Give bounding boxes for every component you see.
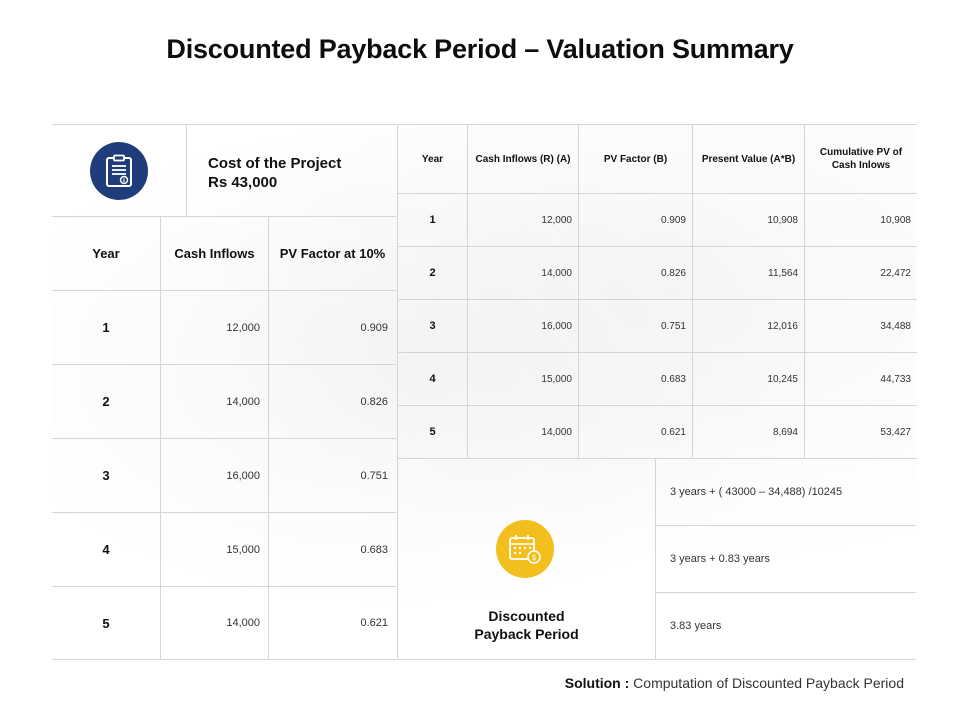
factor-cell: 0.621 — [579, 406, 693, 458]
right-header-year: Year — [398, 125, 468, 193]
cumulative-pv-cell: 10,908 — [880, 214, 911, 226]
cumulative-pv-cell: 22,472 — [880, 267, 911, 279]
left-table-header: Year Cash Inflows PV Factor at 10% — [52, 217, 396, 291]
table-row: 4 15,000 0.683 10,245 44,733 — [398, 353, 917, 406]
factor-cell: 0.751 — [579, 300, 693, 352]
calculation-step-2: 3 years + 0.83 years — [656, 526, 916, 593]
factor-cell: 0.621 — [360, 617, 388, 629]
year-cell: 5 — [398, 406, 468, 458]
year-cell: 5 — [52, 587, 161, 659]
clipboard-dollar-icon: $ — [90, 142, 148, 200]
calendar-dollar-icon: $ — [496, 520, 554, 578]
inflow-cell: 12,000 — [161, 291, 269, 364]
calculation-step-1: 3 years + ( 43000 – 34,488) /10245 — [656, 459, 916, 526]
right-header-present-value: Present Value (A*B) — [693, 125, 805, 193]
payback-label-line1: Discounted — [488, 608, 565, 624]
present-value-cell: 11,564 — [693, 247, 805, 299]
solution-label: Solution : — [564, 675, 630, 691]
factor-cell: 0.683 — [360, 543, 388, 556]
cost-label: Cost of the Project — [208, 155, 342, 172]
inflow-cell: 12,000 — [468, 194, 579, 246]
factor-cell: 0.909 — [579, 194, 693, 246]
table-row: 1 12,000 0.909 — [52, 291, 396, 365]
factor-cell: 0.826 — [360, 395, 388, 408]
table-row: 5 14,000 0.621 — [52, 587, 396, 660]
payback-label-box: $ Discounted Payback Period — [397, 459, 656, 659]
svg-text:$: $ — [531, 553, 536, 562]
present-value-cell: 10,245 — [693, 353, 805, 405]
right-header-cash-inflows: Cash Inflows (R) (A) — [468, 125, 579, 193]
present-value-cell: 8,694 — [693, 406, 805, 458]
right-table-header: Year Cash Inflows (R) (A) PV Factor (B) … — [398, 124, 917, 194]
factor-cell: 0.909 — [360, 321, 388, 334]
solution-text: Computation of Discounted Payback Period — [633, 675, 904, 691]
present-value-table: Year Cash Inflows (R) (A) PV Factor (B) … — [397, 124, 917, 660]
cost-icon-cell: $ — [52, 125, 187, 217]
right-header-cumulative-pv: Cumulative PV of Cash Inlows — [819, 147, 903, 171]
inflow-cell: 15,000 — [161, 513, 269, 586]
cost-amount: Rs 43,000 — [208, 174, 278, 191]
present-value-cell: 12,016 — [693, 300, 805, 352]
factor-cell: 0.683 — [579, 353, 693, 405]
table-row: 1 12,000 0.909 10,908 10,908 — [398, 194, 917, 247]
year-cell: 3 — [398, 300, 468, 352]
table-row: 2 14,000 0.826 — [52, 365, 396, 439]
payback-label-line2: Payback Period — [474, 626, 579, 642]
year-cell: 1 — [52, 291, 161, 364]
left-header-cash-inflows: Cash Inflows — [161, 217, 269, 290]
cumulative-pv-cell: 34,488 — [880, 320, 911, 332]
year-cell: 4 — [52, 513, 161, 586]
page-title: Discounted Payback Period – Valuation Su… — [166, 34, 794, 64]
calculation-result: 3.83 years — [670, 620, 722, 632]
inflow-cell: 16,000 — [161, 439, 269, 512]
factor-cell: 0.826 — [579, 247, 693, 299]
inflow-cell: 14,000 — [468, 247, 579, 299]
cumulative-pv-cell: 53,427 — [880, 426, 911, 438]
year-cell: 1 — [398, 194, 468, 246]
inflow-cell: 15,000 — [468, 353, 579, 405]
cost-of-project: Cost of the Project Rs 43,000 — [208, 154, 341, 192]
solution-caption: Solution : Computation of Discounted Pay… — [565, 675, 904, 691]
factor-cell: 0.751 — [360, 469, 388, 482]
cumulative-pv-cell: 44,733 — [880, 373, 911, 385]
inflow-cell: 16,000 — [468, 300, 579, 352]
year-cell: 2 — [52, 365, 161, 438]
table-row: 5 14,000 0.621 8,694 53,427 — [398, 406, 917, 459]
discounted-payback-label: Discounted Payback Period — [397, 607, 656, 643]
right-header-pv-factor: PV Factor (B) — [579, 125, 693, 193]
year-cell: 2 — [398, 247, 468, 299]
table-row: 4 15,000 0.683 — [52, 513, 396, 587]
table-row: 3 16,000 0.751 — [52, 439, 396, 513]
left-header-pv-factor: PV Factor at 10% — [279, 246, 386, 261]
table-row: 2 14,000 0.826 11,564 22,472 — [398, 247, 917, 300]
payback-result: $ Discounted Payback Period 3 years + ( … — [397, 459, 916, 660]
year-cell: 3 — [52, 439, 161, 512]
inflow-cell: 14,000 — [468, 406, 579, 458]
inflow-cell: 14,000 — [161, 365, 269, 438]
left-header-year: Year — [52, 217, 161, 290]
table-row: 3 16,000 0.751 12,016 34,488 — [398, 300, 917, 353]
svg-text:$: $ — [122, 178, 125, 184]
year-cell: 4 — [398, 353, 468, 405]
cost-header: $ Cost of the Project Rs 43,000 — [52, 124, 396, 217]
present-value-cell: 10,908 — [693, 194, 805, 246]
inflow-cell: 14,000 — [161, 587, 269, 659]
cost-and-inflow-panel: $ Cost of the Project Rs 43,000 Year Cas… — [52, 124, 396, 660]
